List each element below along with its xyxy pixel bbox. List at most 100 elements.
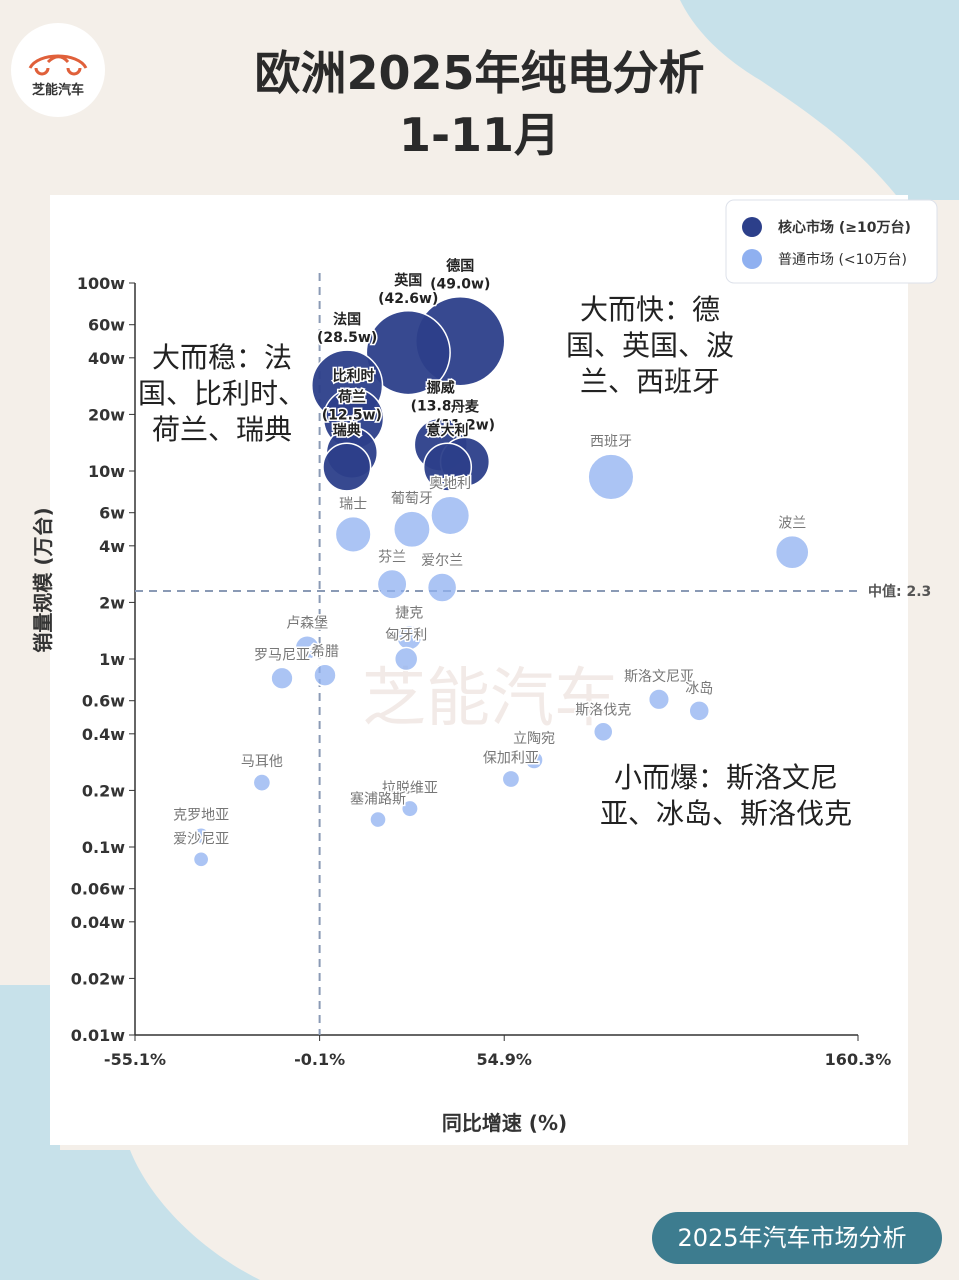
legend-box — [725, 199, 938, 284]
bubble — [400, 799, 419, 818]
median-label: 中值: 2.3 — [868, 583, 931, 600]
point-label: 丹麦 — [451, 398, 480, 415]
title: 1-11月 — [398, 108, 561, 162]
point-label: 瑞士 — [339, 497, 367, 513]
y-tick-label: 1w — [99, 650, 125, 669]
bubble — [313, 663, 337, 687]
point-label: 克罗地亚 — [173, 808, 229, 824]
value-label: (12.5w) — [322, 407, 382, 423]
point-label: 德国 — [446, 258, 474, 275]
bubble — [334, 515, 372, 553]
value-label: (42.6w) — [378, 291, 438, 307]
footer-badge — [652, 1212, 942, 1264]
y-tick-label: 6w — [99, 504, 125, 523]
point-label: 奥地利 — [429, 475, 471, 492]
point-label: 冰岛 — [685, 681, 713, 697]
legend-marker — [742, 217, 762, 237]
value-label: (11.2w) — [435, 417, 495, 433]
bubble — [376, 568, 408, 600]
bubble — [392, 510, 431, 549]
bubble — [252, 773, 272, 792]
legend-label: 普通市场 (<10万台) — [778, 251, 907, 268]
value-label: (28.5w) — [317, 330, 377, 346]
bg-shape — [0, 985, 260, 1280]
y-axis-title: 销量规模 (万台) — [31, 507, 55, 652]
point-label: 西班牙 — [590, 434, 632, 450]
logo-text: 芝能汽车 — [32, 82, 84, 98]
x-tick-label: 160.3% — [825, 1050, 892, 1069]
point-label: 卢森堡 — [286, 616, 328, 632]
x-axis-title: 同比增速 (%) — [442, 1111, 567, 1135]
bubble — [365, 310, 451, 396]
y-tick-label: 0.04w — [71, 913, 125, 932]
point-label: 拉脱维亚 — [382, 780, 438, 796]
x-tick-label: 54.9% — [476, 1050, 532, 1069]
y-tick-label: 0.6w — [82, 692, 125, 711]
bubble — [393, 646, 419, 672]
y-tick-label: 40w — [88, 349, 125, 368]
point-label: 捷克 — [395, 605, 423, 621]
bubble — [524, 750, 544, 770]
bubble — [501, 769, 521, 789]
bubble — [294, 634, 320, 661]
y-tick-label: 0.06w — [71, 880, 125, 899]
logo — [11, 23, 105, 117]
watermark: 芝能汽车 — [362, 662, 618, 736]
bubble — [647, 688, 671, 711]
y-tick-label: 4w — [99, 537, 125, 556]
point-label: 葡萄牙 — [391, 491, 433, 507]
point-label: 瑞典 — [333, 422, 361, 439]
point-label: 斯洛文尼亚 — [624, 669, 694, 685]
bubble — [192, 850, 210, 868]
logo-icon — [28, 54, 88, 76]
point-label: 匈牙利 — [385, 628, 427, 644]
value-label: (13.8w) — [411, 398, 471, 414]
point-label: 塞浦路斯 — [350, 790, 406, 807]
point-label: 挪威 — [427, 379, 455, 396]
y-tick-label: 100w — [77, 274, 125, 293]
point-label: 斯洛伐克 — [575, 702, 631, 718]
footer-text: 2025年汽车市场分析 — [677, 1224, 906, 1252]
legend-label: 核心市场 (≥10万台) — [778, 219, 911, 236]
point-label: 希腊 — [311, 644, 339, 660]
bubble — [688, 700, 710, 722]
bg-shape — [680, 0, 959, 200]
y-tick-label: 0.02w — [71, 969, 125, 988]
point-label: 立陶宛 — [513, 731, 555, 747]
point-label: 保加利亚 — [483, 750, 539, 766]
bubble — [587, 453, 635, 501]
point-label: 比利时 — [333, 368, 375, 385]
point-label: 罗马尼亚 — [254, 647, 310, 663]
annotation: 大而稳：法国、比利时、荷兰、瑞典 — [137, 341, 306, 446]
value-label: (49.0w) — [430, 277, 490, 293]
bubble — [422, 442, 473, 492]
y-tick-label: 0.1w — [82, 838, 125, 857]
point-label: 爱沙尼亚 — [173, 832, 229, 848]
bubble — [322, 442, 372, 492]
annotation: 小而爆：斯洛文尼亚、冰岛、斯洛伐克 — [599, 761, 852, 830]
point-label: 马耳他 — [241, 754, 283, 770]
y-tick-label: 0.4w — [82, 725, 125, 744]
x-tick-label: -55.1% — [104, 1050, 166, 1069]
bubble — [592, 721, 614, 743]
point-label: 意大利 — [426, 422, 468, 439]
y-tick-label: 2w — [99, 593, 125, 612]
y-tick-label: 0.01w — [71, 1026, 125, 1045]
point-label: 荷兰 — [337, 388, 366, 405]
y-tick-label: 20w — [88, 405, 125, 424]
bubble — [774, 534, 810, 570]
legend-marker — [742, 249, 762, 269]
y-tick-label: 0.2w — [82, 781, 125, 800]
y-tick-label: 10w — [88, 462, 125, 481]
x-tick-label: -0.1% — [294, 1050, 345, 1069]
point-label: 英国 — [393, 272, 422, 289]
point-label: 法国 — [333, 311, 361, 328]
bubble — [430, 495, 471, 536]
y-tick-label: 60w — [88, 316, 125, 335]
point-label: 芬兰 — [378, 549, 406, 565]
annotation: 大而快：德国、英国、波兰、西班牙 — [565, 293, 734, 398]
point-label: 波兰 — [778, 516, 806, 532]
bubble — [369, 810, 387, 829]
